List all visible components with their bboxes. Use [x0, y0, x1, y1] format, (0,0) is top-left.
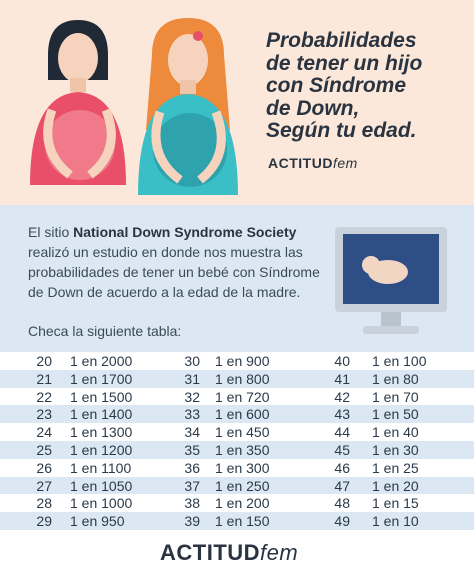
brand: ACTITUDfem [268, 155, 358, 171]
illustration [30, 18, 238, 195]
age: 34 [184, 424, 200, 441]
intro-text: El sitio National Down Syndrome Society … [28, 222, 328, 302]
title-line: de Down, [266, 96, 360, 120]
age: 32 [184, 388, 200, 405]
age: 46 [334, 459, 350, 476]
probability: 1 en 15 [372, 495, 419, 512]
age: 40 [334, 353, 350, 369]
probability: 1 en 1400 [70, 406, 133, 423]
age: 33 [184, 406, 200, 423]
age: 43 [334, 406, 350, 423]
age: 24 [36, 424, 52, 441]
probability: 1 en 450 [215, 424, 270, 441]
table-row: 29 1 en 950 39 1 en 150 49 1 en 10 [0, 512, 474, 530]
brand-light: fem [260, 540, 299, 565]
age: 31 [184, 370, 200, 387]
probability: 1 en 40 [372, 424, 419, 441]
footer-brand: ACTITUDfem [160, 540, 298, 566]
age: 44 [334, 424, 350, 441]
age: 22 [36, 388, 52, 405]
title: Probabilidades de tener un hijo con Síndro… [266, 29, 423, 143]
probability-table: 20 1 en 2000 30 1 en 900 40 1 en 100 21 1 en 17… [0, 352, 474, 530]
probability: 1 en 950 [70, 513, 125, 530]
table-row: 20 1 en 2000 30 1 en 900 40 1 en 100 [0, 352, 474, 370]
age: 39 [184, 513, 200, 530]
table-row: 26 1 en 1100 36 1 en 300 46 1 en 25 [0, 458, 474, 477]
probability: 1 en 1000 [70, 495, 133, 512]
table-row: 23 1 en 1400 33 1 en 600 43 1 en 50 [0, 405, 474, 424]
intro-before: El sitio [28, 224, 74, 240]
age: 30 [184, 353, 200, 369]
title-line: Según tu edad. [266, 119, 417, 142]
age: 48 [334, 495, 350, 512]
probability: 1 en 1300 [70, 424, 133, 441]
age: 21 [36, 370, 52, 387]
table-caption: Checa la siguiente tabla: [28, 323, 182, 339]
probability: 1 en 80 [372, 370, 419, 387]
probability: 1 en 1500 [70, 388, 133, 405]
age: 35 [184, 441, 200, 458]
probability: 1 en 720 [215, 388, 270, 405]
intro-section: El sitio National Down Syndrome Society … [0, 205, 474, 352]
probability: 1 en 300 [215, 459, 270, 476]
intro-bold: National Down Syndrome Society [73, 224, 297, 240]
probability: 1 en 600 [215, 406, 270, 423]
age: 38 [184, 495, 200, 512]
probability: 1 en 2000 [70, 353, 133, 369]
table-row: 21 1 en 1700 31 1 en 800 41 1 en 80 [0, 369, 474, 388]
age: 36 [184, 459, 200, 476]
age: 26 [36, 459, 52, 476]
table-row: 25 1 en 1200 35 1 en 350 45 1 en 30 [0, 440, 474, 459]
probability: 1 en 25 [372, 459, 419, 476]
table-row: 27 1 en 1050 37 1 en 250 47 1 en 20 [0, 476, 474, 495]
probability: 1 en 250 [215, 477, 270, 494]
probability: 1 en 800 [215, 370, 270, 387]
title-line: con Síndrome [266, 74, 407, 97]
probability: 1 en 20 [372, 477, 419, 494]
probability: 1 en 1100 [70, 459, 132, 476]
probability: 1 en 150 [215, 513, 270, 530]
age: 20 [36, 353, 52, 369]
probability: 1 en 900 [215, 353, 270, 369]
table-row: 28 1 en 1000 38 1 en 200 48 1 en 15 [0, 494, 474, 513]
age: 47 [334, 477, 350, 494]
probability: 1 en 1700 [70, 370, 133, 387]
age: 23 [36, 406, 52, 423]
age: 25 [36, 441, 52, 458]
probability: 1 en 30 [372, 441, 419, 458]
brand-light: fem [332, 155, 358, 171]
probability: 1 en 70 [372, 388, 419, 405]
age: 37 [184, 477, 200, 494]
age: 29 [36, 513, 52, 530]
probability: 1 en 100 [372, 353, 427, 369]
probability: 1 en 200 [215, 495, 270, 512]
probability: 1 en 1200 [70, 441, 133, 458]
probability: 1 en 350 [215, 441, 270, 458]
probability: 1 en 50 [372, 406, 419, 423]
age: 49 [334, 513, 350, 530]
intro-after: realizó un estudio en donde nos muestra … [28, 244, 320, 300]
title-line: Probabilidades [266, 29, 417, 52]
probability: 1 en 10 [372, 513, 419, 530]
age: 45 [334, 441, 350, 458]
title-line: de tener un hijo [266, 51, 423, 75]
brand-bold: ACTITUD [160, 540, 261, 565]
table-row: 22 1 en 1500 32 1 en 720 42 1 en 70 [0, 387, 474, 406]
header: Probabilidades de tener un hijo con Síndro… [0, 0, 474, 205]
age: 42 [334, 388, 350, 405]
age: 28 [36, 495, 52, 512]
monitor-icon [335, 227, 447, 334]
age: 41 [334, 370, 350, 387]
age: 27 [36, 477, 52, 494]
probability: 1 en 1050 [70, 477, 133, 494]
brand-bold: ACTITUD [268, 155, 333, 171]
table-row: 24 1 en 1300 34 1 en 450 44 1 en 40 [0, 423, 474, 441]
